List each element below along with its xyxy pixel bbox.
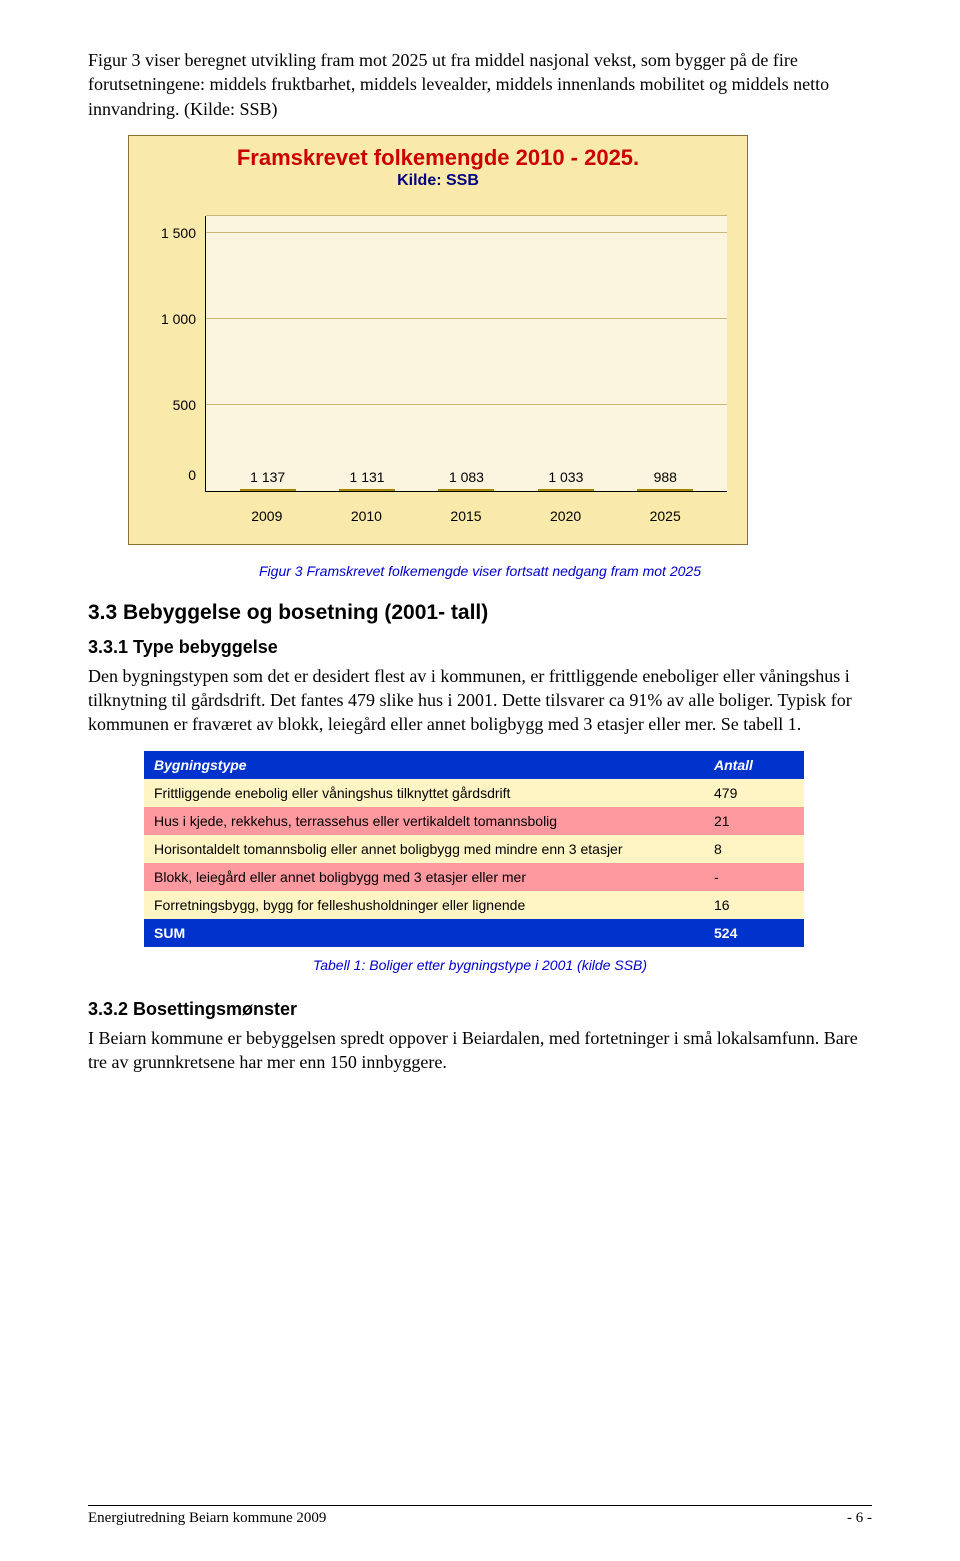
bars-container: 1 137 1 131 1 083 1 033 988 <box>206 216 727 491</box>
table-cell: 479 <box>704 779 804 807</box>
chart-subtitle: Kilde: SSB <box>143 172 733 190</box>
heading-3-3: 3.3 Bebyggelse og bosetning (2001- tall) <box>88 601 872 625</box>
ytick-label: 1 500 <box>161 225 206 241</box>
document-page: Figur 3 viser beregnet utvikling fram mo… <box>0 0 960 1561</box>
chart-caption: Figur 3 Framskrevet folkemengde viser fo… <box>88 563 872 579</box>
population-chart: Framskrevet folkemengde 2010 - 2025. Kil… <box>128 135 748 545</box>
table-cell: Horisontaldelt tomannsbolig eller annet … <box>144 835 704 863</box>
table-header-row: Bygningstype Antall <box>144 751 804 779</box>
bar-rect <box>438 489 494 491</box>
heading-3-3-2: 3.3.2 Bosettingsmønster <box>88 999 872 1020</box>
paragraph-3-3-2: I Beiarn kommune er bebyggelsen spredt o… <box>88 1026 872 1075</box>
table-cell: SUM <box>144 919 704 947</box>
table-row: Frittliggende enebolig eller våningshus … <box>144 779 804 807</box>
table-row: Hus i kjede, rekkehus, terrassehus eller… <box>144 807 804 835</box>
intro-paragraph: Figur 3 viser beregnet utvikling fram mo… <box>88 48 872 121</box>
bar-value-label: 1 033 <box>548 469 583 485</box>
xtick-label: 2020 <box>526 508 606 524</box>
ytick-label: 1 000 <box>161 311 206 327</box>
bar-2020: 1 033 <box>526 469 606 491</box>
bar-2015: 1 083 <box>426 469 506 491</box>
xtick-label: 2009 <box>227 508 307 524</box>
building-type-table: Bygningstype Antall Frittliggende enebol… <box>144 751 804 947</box>
table-header-cell: Antall <box>704 751 804 779</box>
bar-rect <box>538 489 594 491</box>
ytick-label: 500 <box>173 397 206 413</box>
table-header-cell: Bygningstype <box>144 751 704 779</box>
footer-left: Energiutredning Beiarn kommune 2009 <box>88 1510 326 1527</box>
bar-value-label: 1 083 <box>449 469 484 485</box>
bar-value-label: 988 <box>654 469 677 485</box>
table-cell: Blokk, leiegård eller annet boligbygg me… <box>144 863 704 891</box>
table-cell: 16 <box>704 891 804 919</box>
bar-2009: 1 137 <box>228 469 308 491</box>
bar-2010: 1 131 <box>327 469 407 491</box>
table-cell: Forretningsbygg, bygg for felleshusholdn… <box>144 891 704 919</box>
bar-value-label: 1 137 <box>250 469 285 485</box>
page-footer: Energiutredning Beiarn kommune 2009 - 6 … <box>88 1505 872 1527</box>
table-caption: Tabell 1: Boliger etter bygningstype i 2… <box>88 957 872 973</box>
paragraph-3-3-1: Den bygningstypen som det er desidert fl… <box>88 664 872 737</box>
bar-2025: 988 <box>625 469 705 491</box>
table-cell: Hus i kjede, rekkehus, terrassehus eller… <box>144 807 704 835</box>
xtick-label: 2015 <box>426 508 506 524</box>
footer-right: - 6 - <box>847 1510 872 1527</box>
table-cell: 524 <box>704 919 804 947</box>
table-cell: - <box>704 863 804 891</box>
table-row: Forretningsbygg, bygg for felleshusholdn… <box>144 891 804 919</box>
xtick-label: 2010 <box>326 508 406 524</box>
table-cell: Frittliggende enebolig eller våningshus … <box>144 779 704 807</box>
xtick-label: 2025 <box>625 508 705 524</box>
table-cell: 21 <box>704 807 804 835</box>
ytick-label: 0 <box>188 467 206 483</box>
xaxis-labels: 2009 2010 2015 2020 2025 <box>205 508 727 524</box>
table-cell: 8 <box>704 835 804 863</box>
bar-rect <box>240 489 296 491</box>
bar-value-label: 1 131 <box>350 469 385 485</box>
table-row: Blokk, leiegård eller annet boligbygg me… <box>144 863 804 891</box>
heading-3-3-1: 3.3.1 Type bebyggelse <box>88 637 872 658</box>
bar-rect <box>637 489 693 491</box>
table-row: Horisontaldelt tomannsbolig eller annet … <box>144 835 804 863</box>
table-sum-row: SUM 524 <box>144 919 804 947</box>
chart-title: Framskrevet folkemengde 2010 - 2025. <box>143 146 733 170</box>
chart-plot-area: 1 500 1 000 500 0 1 137 1 131 <box>205 216 727 492</box>
bar-rect <box>339 489 395 491</box>
